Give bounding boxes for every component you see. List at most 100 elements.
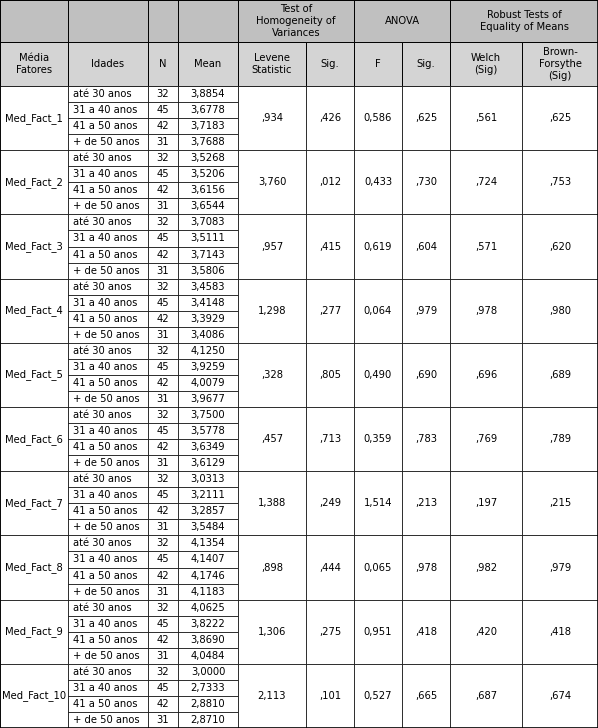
Bar [178, 616, 238, 632]
Text: 32: 32 [157, 346, 169, 356]
Text: 0,065: 0,065 [364, 563, 392, 572]
Text: 41 a 50 anos: 41 a 50 anos [73, 121, 138, 131]
Text: Med_Fact_5: Med_Fact_5 [5, 369, 63, 380]
Bar [238, 664, 306, 728]
Bar [68, 584, 148, 600]
Bar [238, 150, 306, 215]
Bar [354, 407, 402, 471]
Text: ,980: ,980 [549, 306, 571, 316]
Bar [178, 198, 238, 215]
Text: 31 a 40 anos: 31 a 40 anos [73, 362, 138, 372]
Bar [148, 102, 178, 118]
Text: 42: 42 [157, 571, 169, 580]
Bar [402, 471, 450, 535]
Bar [178, 648, 238, 664]
Text: 0,064: 0,064 [364, 306, 392, 316]
Text: Brown-
Forsythe
(Sig): Brown- Forsythe (Sig) [539, 47, 581, 81]
Bar [354, 42, 402, 86]
Bar [68, 680, 148, 696]
Text: ,620: ,620 [549, 242, 571, 251]
Bar [178, 455, 238, 471]
Bar [148, 519, 178, 535]
Text: Welch
(Sig): Welch (Sig) [471, 53, 501, 75]
Text: 31: 31 [157, 523, 169, 532]
Bar [148, 134, 178, 150]
Bar [178, 519, 238, 535]
Text: 31: 31 [157, 202, 169, 211]
Text: 3,0313: 3,0313 [191, 474, 225, 484]
Bar [148, 375, 178, 391]
Bar [0, 279, 68, 343]
Text: ,213: ,213 [415, 498, 437, 508]
Bar [68, 503, 148, 519]
Bar [178, 118, 238, 134]
Bar [450, 279, 522, 343]
Bar [450, 664, 522, 728]
Bar [178, 712, 238, 728]
Text: até 30 anos: até 30 anos [73, 218, 132, 227]
Bar [178, 568, 238, 584]
Bar [68, 343, 148, 359]
Bar [148, 551, 178, 568]
Bar [402, 664, 450, 728]
Text: ,418: ,418 [415, 627, 437, 637]
Text: 3,7083: 3,7083 [191, 218, 225, 227]
Bar [238, 86, 306, 150]
Bar [148, 712, 178, 728]
Bar [148, 0, 178, 42]
Text: ,978: ,978 [475, 306, 497, 316]
Bar [522, 664, 598, 728]
Text: 3,8690: 3,8690 [191, 635, 225, 645]
Bar [450, 471, 522, 535]
Text: 42: 42 [157, 378, 169, 388]
Bar [178, 439, 238, 455]
Bar [148, 584, 178, 600]
Text: ,978: ,978 [415, 563, 437, 572]
Bar [68, 215, 148, 231]
Text: até 30 anos: até 30 anos [73, 282, 132, 292]
Bar [68, 198, 148, 215]
Text: Med_Fact_1: Med_Fact_1 [5, 113, 63, 124]
Bar [178, 263, 238, 279]
Bar [450, 42, 522, 86]
Text: ,982: ,982 [475, 563, 497, 572]
Text: 4,0484: 4,0484 [191, 651, 225, 661]
Text: + de 50 anos: + de 50 anos [73, 458, 139, 468]
Bar [68, 551, 148, 568]
Bar [522, 150, 598, 215]
Text: 41 a 50 anos: 41 a 50 anos [73, 571, 138, 580]
Text: 45: 45 [157, 362, 169, 372]
Bar [148, 295, 178, 311]
Bar [68, 118, 148, 134]
Bar [148, 247, 178, 263]
Text: 3,5778: 3,5778 [191, 426, 225, 436]
Bar [148, 455, 178, 471]
Text: Sig.: Sig. [321, 59, 340, 69]
Bar [68, 535, 148, 551]
Bar [178, 696, 238, 712]
Text: ,934: ,934 [261, 113, 283, 123]
Text: 32: 32 [157, 410, 169, 420]
Text: 45: 45 [157, 555, 169, 564]
Text: 3,6544: 3,6544 [191, 202, 225, 211]
Bar [522, 471, 598, 535]
Bar [68, 231, 148, 247]
Text: 3,760: 3,760 [258, 178, 286, 187]
Text: 3,2857: 3,2857 [191, 507, 225, 516]
Bar [450, 150, 522, 215]
Bar [178, 375, 238, 391]
Text: ,783: ,783 [415, 434, 437, 444]
Bar [178, 150, 238, 166]
Text: + de 50 anos: + de 50 anos [73, 394, 139, 404]
Bar [402, 150, 450, 215]
Text: 3,4086: 3,4086 [191, 330, 225, 340]
Text: ,696: ,696 [475, 370, 497, 380]
Bar [68, 600, 148, 616]
Text: ,415: ,415 [319, 242, 341, 251]
Bar [0, 150, 68, 215]
Text: Med_Fact_10: Med_Fact_10 [2, 690, 66, 701]
Bar [148, 616, 178, 632]
Bar [450, 407, 522, 471]
Text: até 30 anos: até 30 anos [73, 346, 132, 356]
Bar [306, 150, 354, 215]
